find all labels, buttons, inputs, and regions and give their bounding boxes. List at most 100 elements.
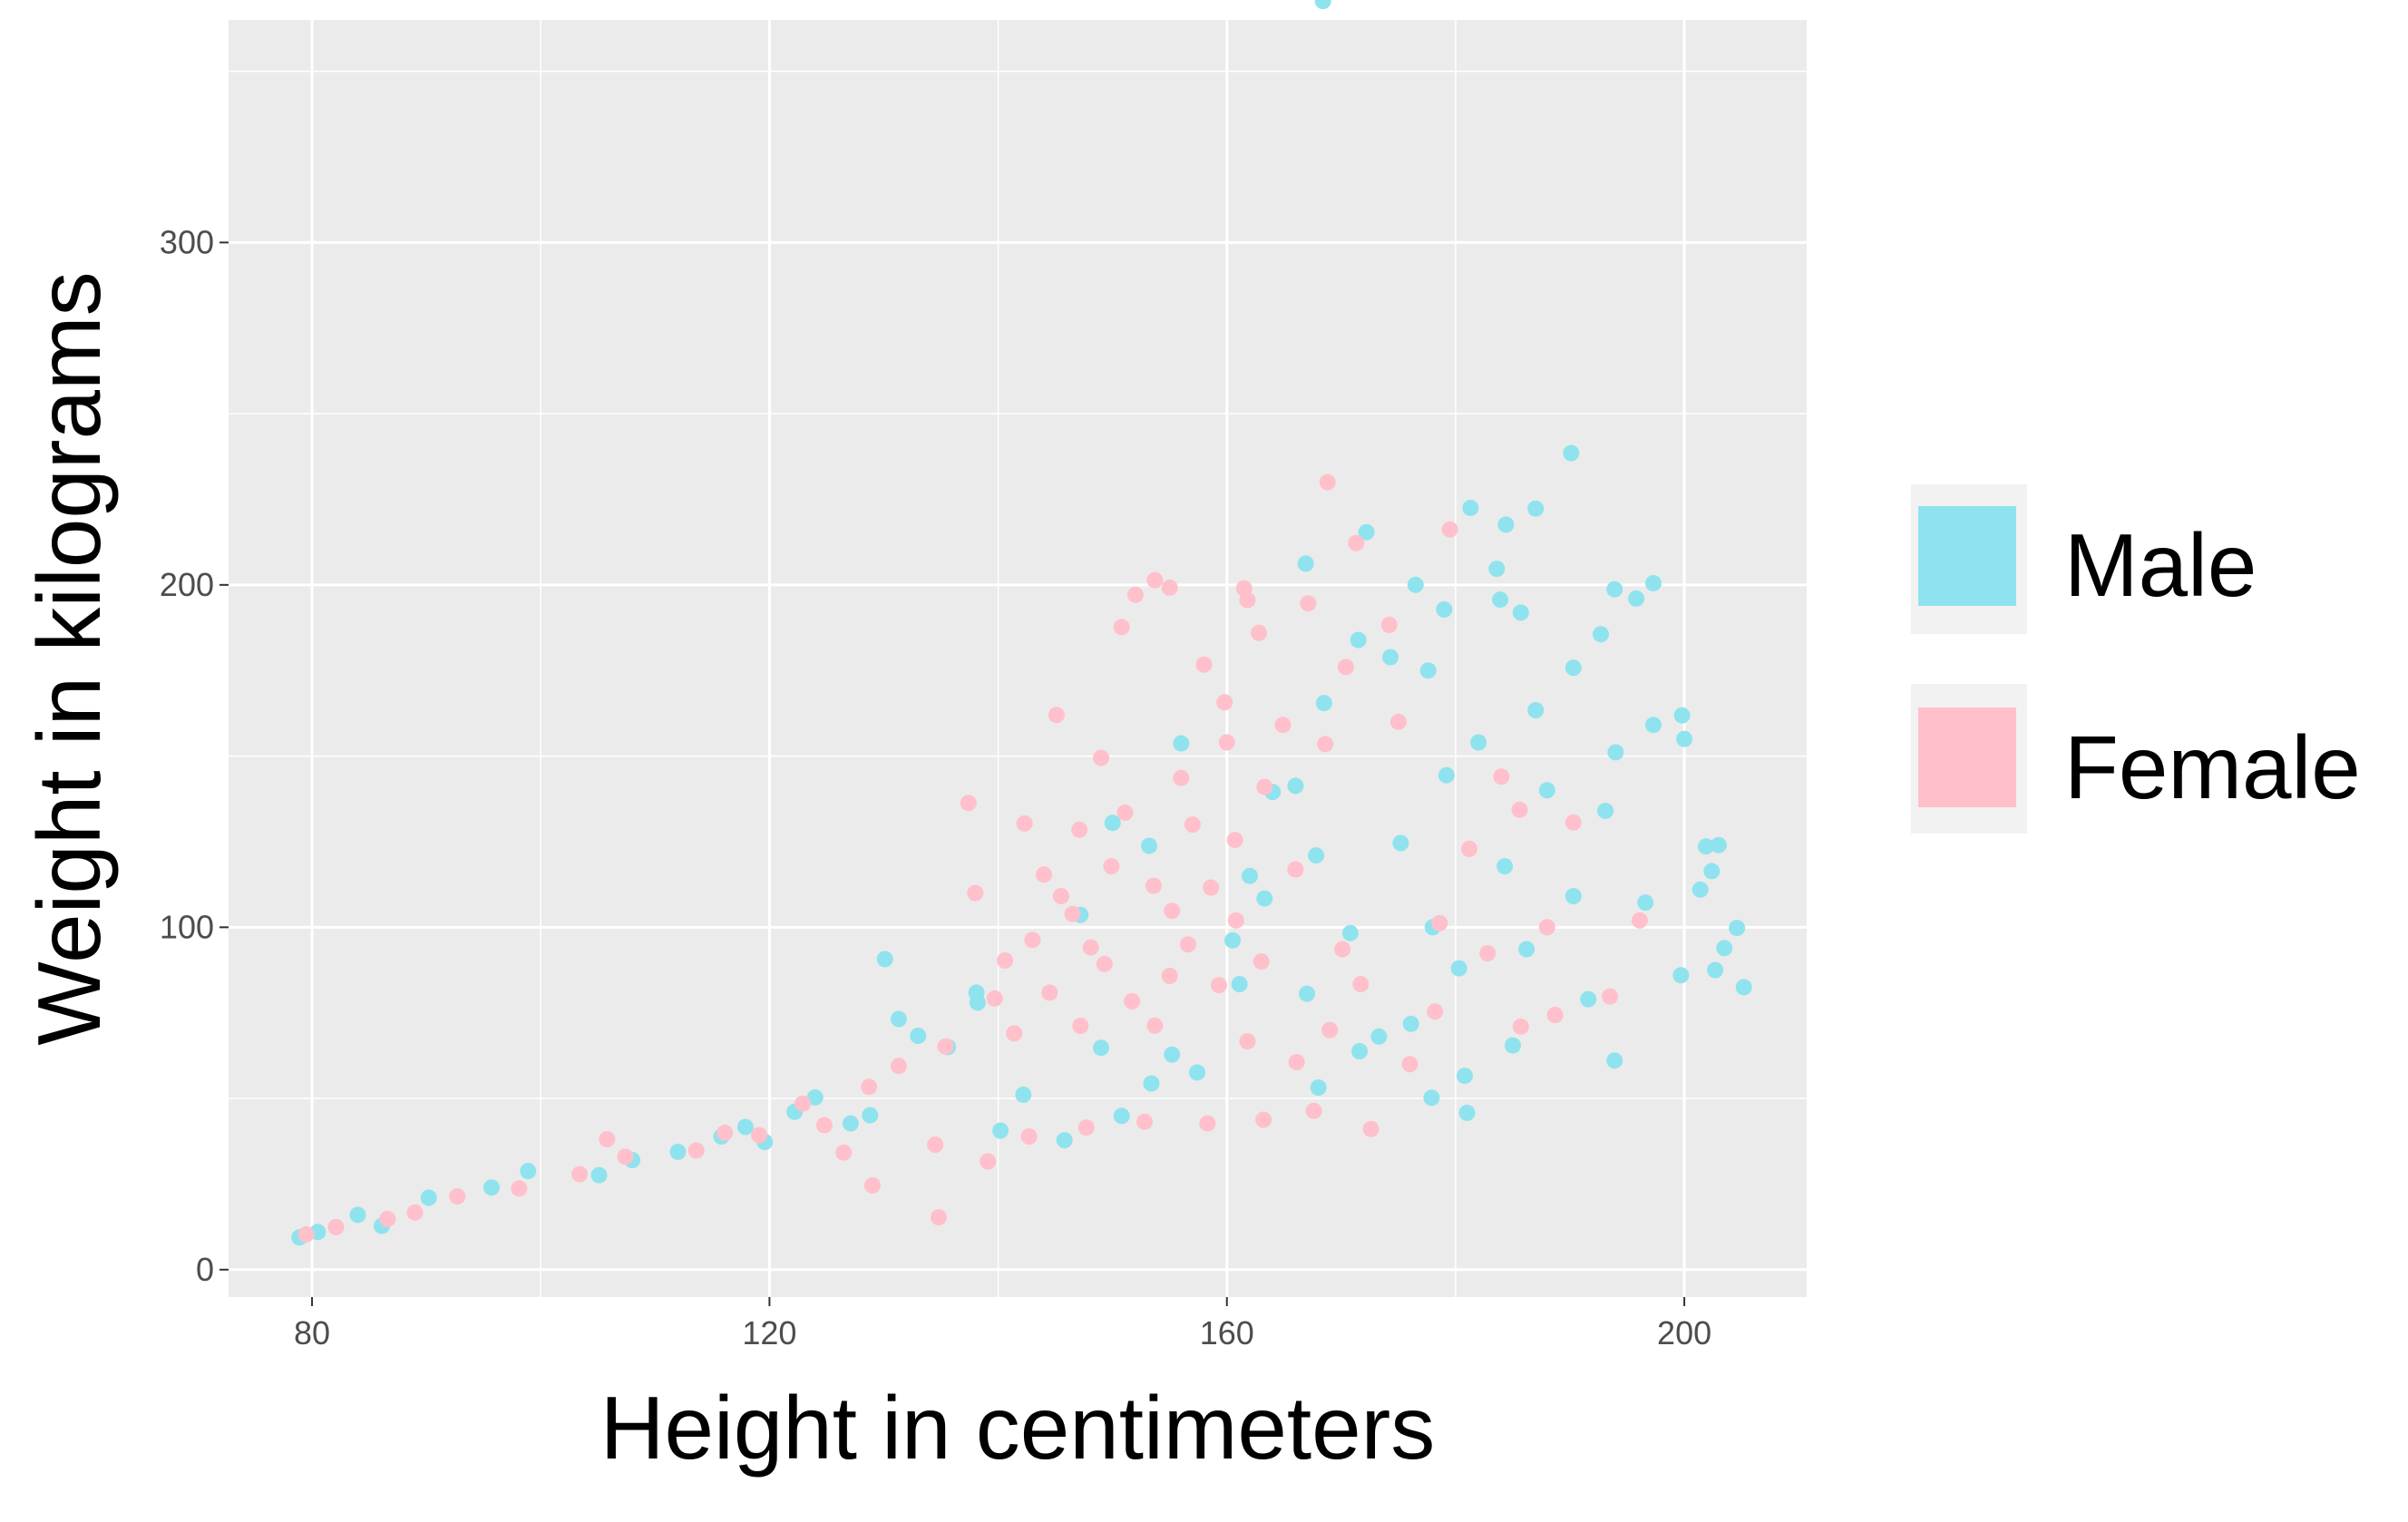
point-male bbox=[1315, 695, 1332, 712]
legend-swatch-male bbox=[1918, 506, 2016, 606]
point-male bbox=[1143, 1075, 1160, 1092]
point-male bbox=[1512, 604, 1529, 621]
point-male bbox=[1351, 1043, 1368, 1059]
point-female bbox=[1041, 984, 1058, 1001]
point-female bbox=[1253, 953, 1270, 971]
point-female bbox=[1082, 939, 1099, 956]
point-male bbox=[1287, 777, 1304, 795]
point-female bbox=[1071, 821, 1088, 838]
point-female bbox=[1173, 769, 1190, 786]
point-female bbox=[861, 1078, 878, 1096]
point-female bbox=[1239, 1033, 1256, 1049]
point-female bbox=[1287, 861, 1304, 878]
plot-panel bbox=[229, 20, 1807, 1297]
point-male bbox=[1538, 782, 1555, 799]
point-male bbox=[1645, 575, 1662, 591]
point-male bbox=[1299, 985, 1315, 1002]
point-female bbox=[1016, 815, 1033, 832]
point-male bbox=[1350, 631, 1367, 649]
point-female bbox=[297, 1225, 315, 1243]
point-female bbox=[1184, 816, 1201, 834]
point-male bbox=[1314, 0, 1331, 10]
point-female bbox=[890, 1058, 907, 1075]
point-male bbox=[420, 1189, 437, 1206]
point-male bbox=[862, 1107, 879, 1124]
point-male bbox=[349, 1206, 366, 1224]
axis-ticks bbox=[219, 241, 1686, 1306]
x-tick-label: 120 bbox=[742, 1314, 796, 1351]
point-female bbox=[1210, 977, 1227, 994]
point-male bbox=[1645, 717, 1662, 734]
point-male bbox=[1164, 1046, 1181, 1063]
point-female bbox=[1319, 473, 1336, 491]
point-female bbox=[1020, 1128, 1038, 1145]
point-female bbox=[1195, 656, 1213, 673]
point-female bbox=[1380, 617, 1398, 633]
point-male bbox=[669, 1143, 687, 1160]
point-male bbox=[1488, 561, 1506, 578]
point-male bbox=[1710, 836, 1727, 854]
point-male bbox=[590, 1166, 608, 1184]
point-male bbox=[1436, 601, 1453, 618]
point-male bbox=[1505, 1037, 1521, 1054]
point-female bbox=[1401, 1056, 1418, 1073]
point-female bbox=[967, 884, 984, 902]
point-female bbox=[997, 951, 1014, 969]
point-female bbox=[1161, 579, 1178, 596]
point-female bbox=[795, 1095, 811, 1112]
point-female bbox=[1164, 902, 1181, 920]
point-female bbox=[1512, 1018, 1529, 1035]
point-female bbox=[1305, 1102, 1322, 1119]
point-female bbox=[1096, 955, 1113, 972]
point-female bbox=[1077, 1119, 1095, 1137]
point-male bbox=[1423, 1089, 1440, 1107]
point-male bbox=[1593, 626, 1609, 643]
point-female bbox=[1226, 832, 1243, 849]
point-female bbox=[1199, 1115, 1216, 1132]
point-female bbox=[571, 1166, 589, 1183]
point-male bbox=[1735, 979, 1752, 996]
point-female bbox=[406, 1204, 424, 1221]
point-male bbox=[1691, 881, 1709, 898]
point-male bbox=[1565, 888, 1582, 904]
point-female bbox=[687, 1142, 705, 1159]
point-male bbox=[1703, 863, 1721, 880]
point-female bbox=[1479, 945, 1496, 961]
point-male bbox=[1419, 662, 1437, 679]
point-female bbox=[1511, 801, 1528, 818]
point-female bbox=[1116, 804, 1134, 821]
point-male bbox=[890, 1010, 907, 1028]
point-male bbox=[1297, 555, 1314, 572]
point-male bbox=[1450, 960, 1467, 977]
point-male bbox=[1113, 1107, 1130, 1125]
point-female bbox=[1218, 734, 1235, 751]
point-female bbox=[986, 990, 1003, 1007]
point-male bbox=[1457, 1068, 1473, 1085]
point-female bbox=[1006, 1025, 1023, 1042]
point-female bbox=[937, 1038, 954, 1055]
point-female bbox=[1538, 919, 1555, 936]
point-male bbox=[1729, 920, 1746, 937]
point-female bbox=[1565, 814, 1582, 831]
point-male bbox=[910, 1028, 927, 1044]
point-female bbox=[1216, 694, 1233, 711]
point-male bbox=[1256, 890, 1273, 907]
point-female bbox=[1427, 1003, 1444, 1020]
point-female bbox=[1179, 936, 1196, 953]
point-female bbox=[1146, 571, 1164, 589]
point-male bbox=[1173, 735, 1190, 752]
point-male bbox=[1358, 523, 1375, 541]
point-female bbox=[1317, 736, 1334, 753]
point-male bbox=[736, 1118, 754, 1136]
point-female bbox=[617, 1148, 634, 1166]
point-female bbox=[1093, 749, 1109, 766]
point-female bbox=[1052, 888, 1069, 904]
y-tick-label: 100 bbox=[160, 908, 214, 945]
y-tick-label: 0 bbox=[196, 1251, 214, 1288]
y-tick-label: 300 bbox=[160, 223, 214, 260]
point-female bbox=[1321, 1021, 1339, 1039]
points-female bbox=[297, 473, 1648, 1243]
point-female bbox=[1352, 976, 1370, 992]
point-male bbox=[1527, 500, 1545, 517]
point-female bbox=[599, 1131, 616, 1147]
